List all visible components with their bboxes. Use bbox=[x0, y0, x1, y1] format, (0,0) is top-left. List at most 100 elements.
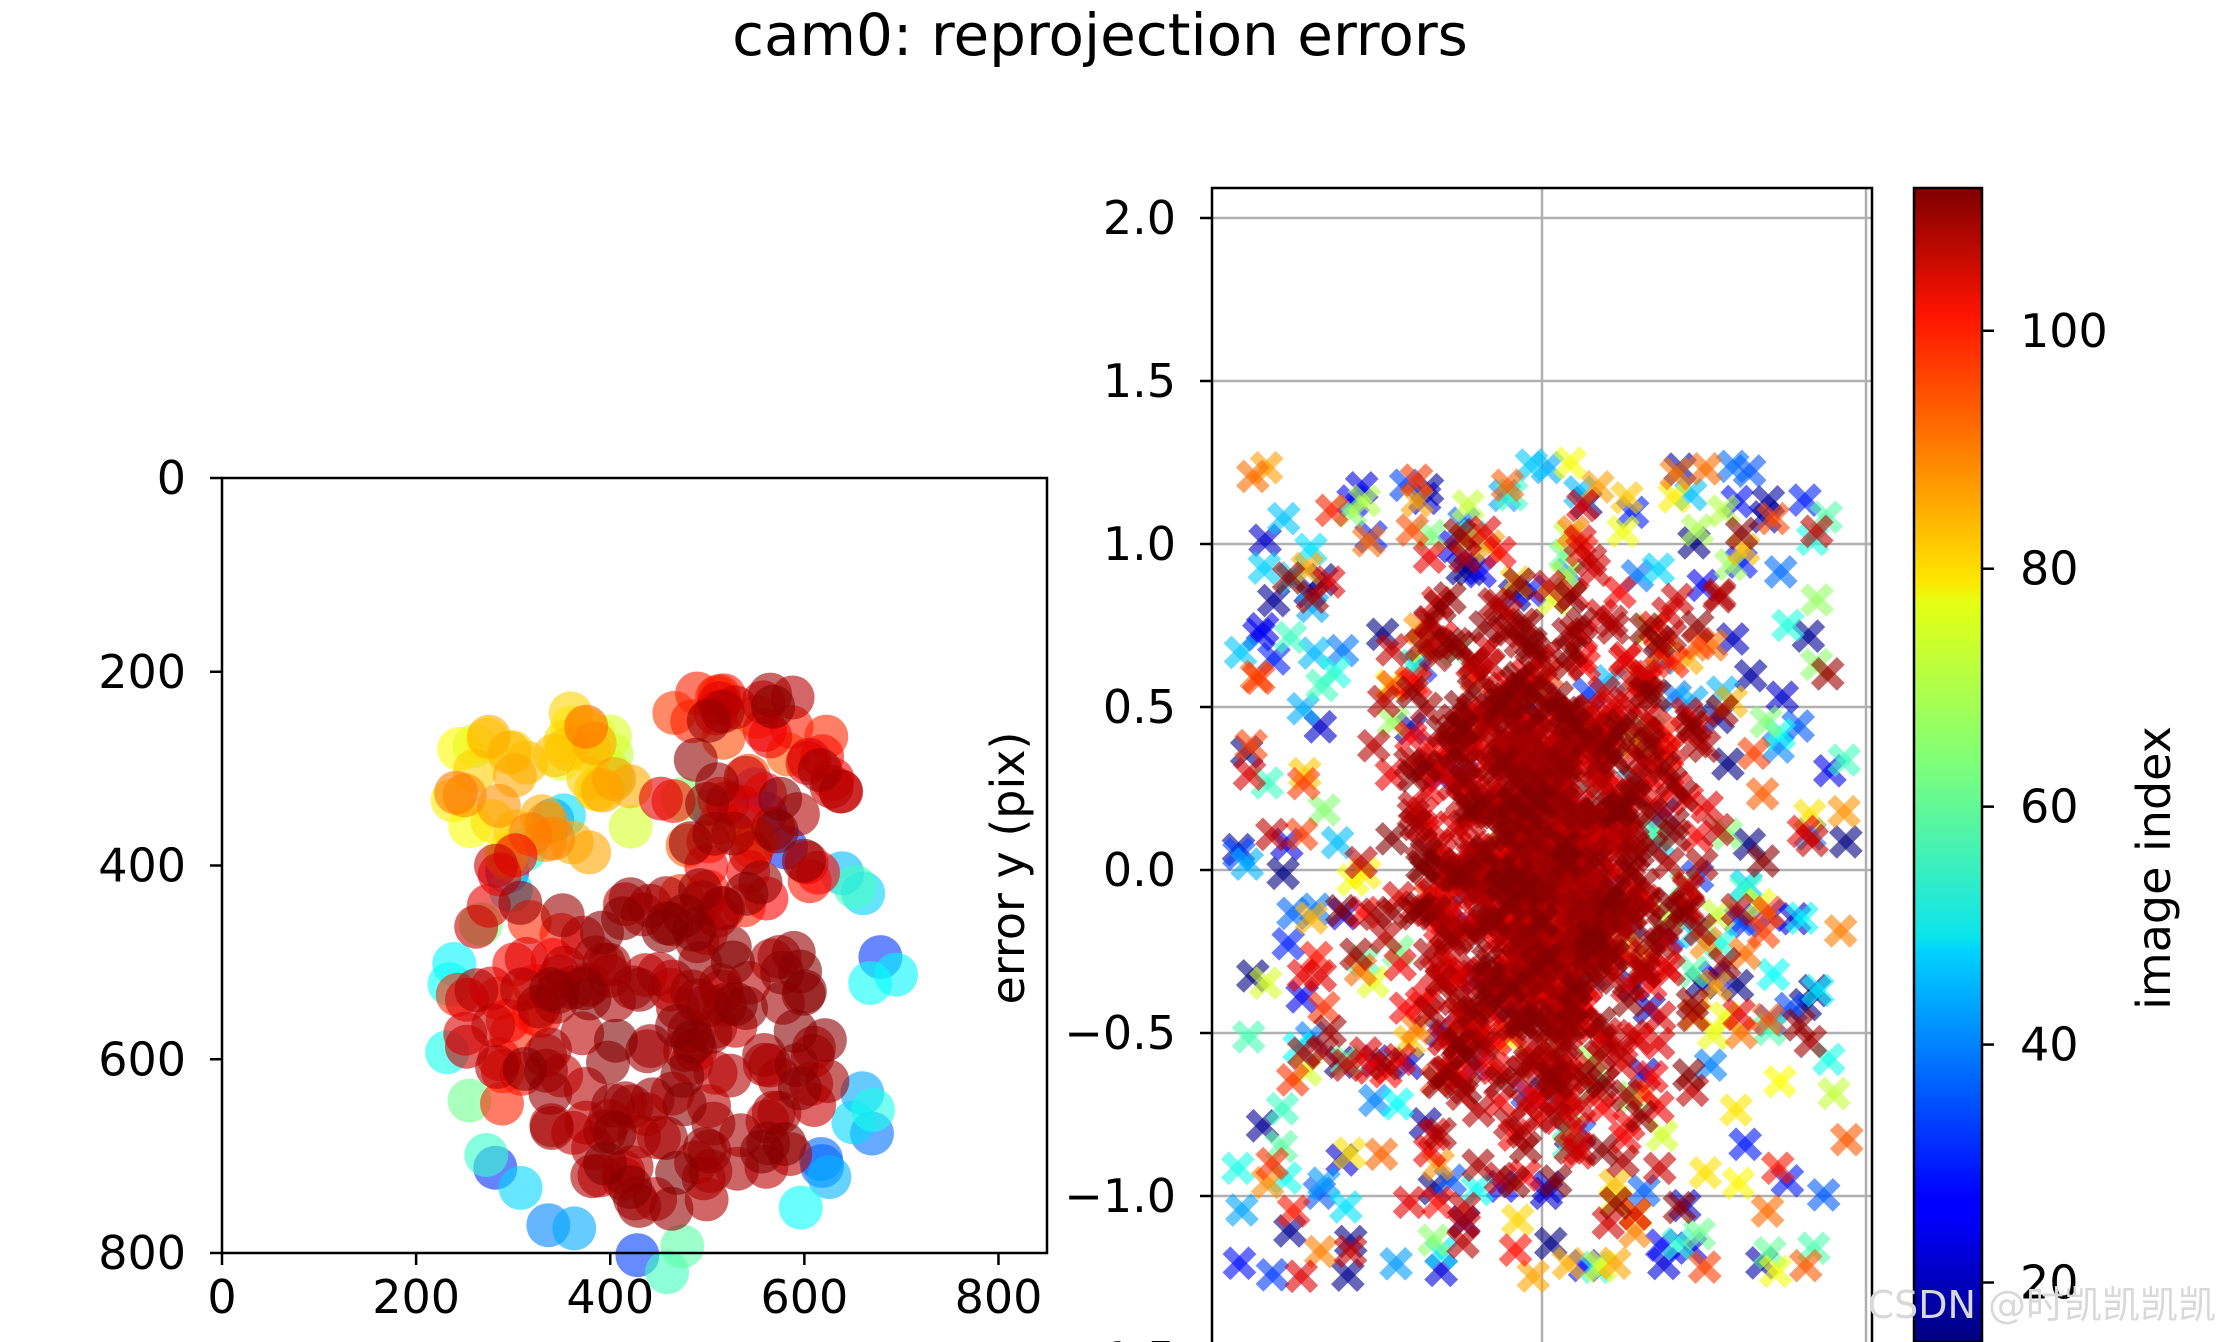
error-point bbox=[1461, 1094, 1496, 1128]
image-point bbox=[567, 830, 612, 875]
error-point bbox=[1451, 488, 1486, 523]
image-point bbox=[807, 1155, 852, 1200]
error-point bbox=[1307, 990, 1341, 1025]
error-point bbox=[1449, 1037, 1483, 1072]
error-point bbox=[1266, 501, 1301, 536]
error-point bbox=[1266, 856, 1301, 891]
error-point bbox=[1364, 1137, 1399, 1172]
error-point bbox=[1817, 1076, 1851, 1111]
error-point bbox=[1765, 680, 1800, 715]
error-point bbox=[1585, 1133, 1620, 1168]
error-point bbox=[1641, 552, 1676, 586]
error-point bbox=[1231, 1020, 1266, 1054]
image-point bbox=[686, 698, 731, 743]
error-point bbox=[1760, 1151, 1795, 1186]
image-point bbox=[660, 1053, 705, 1098]
error-point bbox=[1583, 1005, 1618, 1040]
error-point bbox=[1637, 678, 1672, 712]
image-point bbox=[608, 804, 653, 849]
error-point bbox=[1610, 480, 1644, 515]
error-point bbox=[1368, 920, 1403, 955]
error-point bbox=[1232, 757, 1267, 792]
image-point bbox=[671, 1019, 716, 1064]
error-point bbox=[1486, 744, 1521, 778]
reprojection-error-axes: 2.0 1.5 1.0 0.5 0.0 −0.5 −1.0 −1.5 error y (pix… bbox=[981, 186, 1874, 1342]
error-point bbox=[1313, 1014, 1348, 1048]
error-point bbox=[1234, 728, 1269, 763]
y-tick-label: −0.5 bbox=[1064, 1006, 1176, 1060]
error-point bbox=[1598, 1246, 1632, 1281]
image-point bbox=[754, 809, 799, 854]
error-point bbox=[1641, 624, 1676, 659]
error-point bbox=[1380, 1087, 1415, 1121]
error-point bbox=[1236, 459, 1270, 494]
image-point bbox=[467, 714, 511, 759]
error-point bbox=[1680, 513, 1715, 547]
error-point bbox=[1333, 1136, 1367, 1171]
error-point bbox=[1255, 1257, 1290, 1292]
reprojection-error-ylabel: error y (pix) bbox=[981, 732, 1035, 1005]
error-point bbox=[1351, 523, 1386, 558]
error-point bbox=[1675, 986, 1710, 1021]
y-tick-label: −1.5 bbox=[1064, 1332, 1176, 1342]
image-point bbox=[673, 737, 718, 782]
error-point bbox=[1523, 785, 1558, 820]
error-point bbox=[1690, 790, 1725, 825]
error-point bbox=[1687, 1250, 1722, 1284]
image-point bbox=[778, 1185, 823, 1230]
image-point bbox=[471, 1003, 516, 1048]
error-point bbox=[1659, 456, 1694, 491]
error-point bbox=[1497, 1164, 1531, 1199]
error-point bbox=[1284, 1259, 1319, 1294]
error-point bbox=[1412, 540, 1447, 575]
error-point bbox=[1573, 543, 1608, 578]
error-point bbox=[1693, 1048, 1728, 1083]
image-point bbox=[678, 941, 722, 986]
error-point bbox=[1491, 818, 1526, 853]
colorbar-ticks: 20 40 60 80 100 bbox=[1982, 304, 2108, 1310]
error-point bbox=[1432, 626, 1466, 661]
error-point bbox=[1447, 762, 1482, 797]
error-point bbox=[1641, 1026, 1676, 1061]
error-point bbox=[1810, 656, 1845, 691]
error-point bbox=[1305, 668, 1339, 703]
error-point bbox=[1224, 1193, 1259, 1227]
error-point bbox=[1662, 1190, 1697, 1225]
error-point bbox=[1548, 747, 1582, 782]
error-point bbox=[1724, 516, 1759, 551]
error-point bbox=[1514, 448, 1549, 482]
image-point bbox=[593, 1018, 638, 1063]
error-point bbox=[1437, 735, 1472, 770]
error-point bbox=[1247, 551, 1282, 586]
error-point bbox=[1750, 1194, 1785, 1228]
error-point bbox=[1498, 1233, 1533, 1268]
x-tick-label: 400 bbox=[566, 1270, 654, 1324]
image-point bbox=[781, 838, 826, 883]
error-point bbox=[1720, 892, 1755, 927]
error-point bbox=[1702, 580, 1737, 614]
error-point bbox=[1275, 1063, 1310, 1097]
error-point bbox=[1222, 1246, 1257, 1281]
error-point bbox=[1421, 1185, 1455, 1220]
error-point bbox=[1493, 888, 1528, 923]
image-point bbox=[529, 1106, 574, 1150]
image-point bbox=[710, 940, 755, 985]
error-point bbox=[1745, 777, 1780, 811]
image-point bbox=[782, 969, 827, 1014]
image-point bbox=[552, 1206, 597, 1251]
colorbar-tick-label: 40 bbox=[2020, 1018, 2079, 1072]
image-point bbox=[848, 961, 893, 1005]
error-point bbox=[1375, 895, 1410, 930]
error-point bbox=[1375, 632, 1409, 667]
error-point bbox=[1271, 561, 1306, 595]
x-tick-label: 600 bbox=[760, 1270, 848, 1324]
error-point bbox=[1339, 937, 1373, 972]
image-point bbox=[851, 1087, 895, 1132]
error-point bbox=[1737, 736, 1771, 771]
error-point bbox=[1374, 821, 1409, 856]
image-point bbox=[797, 748, 842, 793]
image-point bbox=[655, 1150, 700, 1195]
error-point bbox=[1791, 619, 1826, 654]
error-point bbox=[1220, 1151, 1255, 1186]
error-point bbox=[1548, 829, 1583, 863]
